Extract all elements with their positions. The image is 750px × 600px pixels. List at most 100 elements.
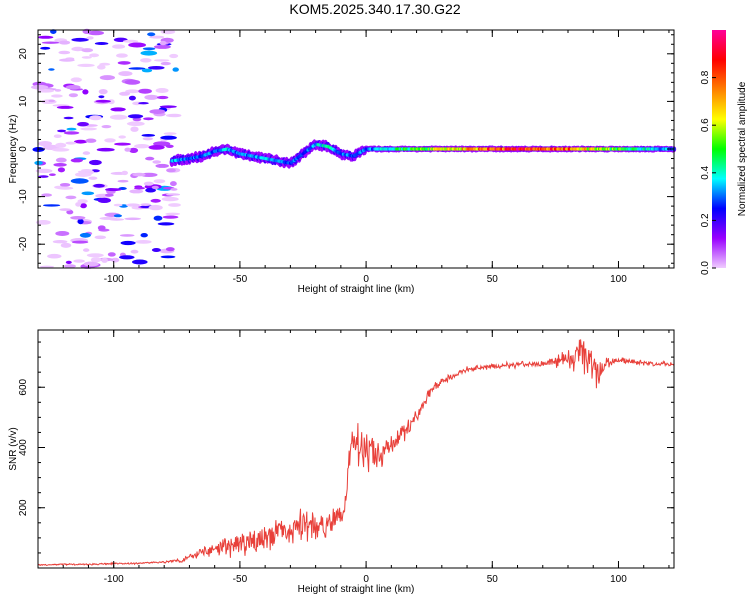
y-tick-label: 0: [18, 146, 29, 152]
colorbar-ticks: 0.0 0.2 0.4 0.6 0.8: [700, 70, 716, 275]
noise-blob: [104, 138, 116, 143]
noise-blob: [57, 167, 65, 173]
noise-blob: [128, 67, 146, 70]
noise-blob: [66, 209, 74, 215]
noise-blob: [138, 88, 152, 94]
snr-panel: -100 -50 0 50 100 200 400 600 Height of straig…: [8, 329, 675, 595]
noise-blob: [140, 203, 151, 207]
noise-blob: [63, 131, 80, 135]
noise-blob: [77, 199, 88, 204]
noise-blob: [108, 99, 115, 105]
noise-blob: [99, 75, 115, 81]
spectrogram-noise-region: [31, 28, 182, 269]
noise-blob: [66, 127, 77, 131]
noise-blob: [155, 163, 169, 168]
noise-blob: [128, 42, 147, 48]
noise-blob: [82, 151, 91, 155]
noise-blob: [153, 44, 171, 49]
noise-blob: [65, 57, 75, 60]
x-tick-label: -100: [104, 274, 124, 285]
spectrogram-x-label: Height of straight line (km): [298, 284, 415, 295]
noise-blob: [135, 240, 152, 244]
x-tick-label: -50: [233, 274, 248, 285]
noise-blob: [81, 56, 92, 59]
noise-blob: [117, 61, 131, 65]
noise-blob: [34, 160, 43, 165]
noise-blob: [97, 197, 112, 203]
noise-blob: [140, 50, 158, 56]
noise-blob: [122, 39, 139, 43]
noise-blob: [71, 46, 85, 52]
noise-blob: [48, 68, 55, 71]
noise-blob: [90, 257, 102, 263]
noise-blob: [148, 66, 165, 70]
noise-blob: [63, 116, 74, 120]
noise-blob: [89, 115, 102, 121]
noise-blob: [157, 95, 169, 100]
noise-blob: [134, 144, 150, 149]
noise-blob: [141, 68, 153, 73]
noise-blob: [142, 47, 156, 51]
noise-blob: [79, 232, 91, 238]
noise-blob: [35, 220, 51, 225]
noise-blob: [65, 85, 81, 90]
spectrogram-signal-ridge: [169, 139, 677, 169]
y-tick-label: -10: [18, 189, 29, 204]
noise-blob: [65, 195, 77, 200]
noise-blob: [97, 64, 106, 70]
noise-blob: [130, 249, 139, 254]
noise-blob: [105, 193, 114, 197]
noise-blob: [143, 181, 154, 186]
noise-blob: [144, 94, 159, 100]
noise-blob: [138, 102, 149, 105]
noise-blob: [80, 203, 87, 209]
noise-blob: [128, 95, 136, 101]
noise-blob: [117, 179, 129, 183]
noise-blob: [116, 53, 128, 58]
noise-blob: [82, 89, 89, 95]
noise-blob: [70, 178, 89, 184]
noise-blob: [47, 253, 62, 259]
noise-blob: [130, 126, 139, 132]
noise-blob: [159, 40, 167, 46]
noise-blob: [119, 234, 135, 237]
noise-blob: [74, 139, 88, 144]
noise-blob: [89, 53, 100, 58]
x-tick-label: 100: [610, 274, 627, 285]
x-tick-label: -100: [104, 574, 124, 585]
noise-blob: [98, 89, 108, 95]
noise-blob: [94, 235, 107, 240]
noise-blob: [132, 259, 148, 265]
noise-blob: [111, 257, 120, 263]
noise-blob: [54, 89, 62, 92]
colorbar-gradient: [712, 30, 726, 268]
noise-blob: [41, 193, 52, 197]
noise-blob: [37, 35, 54, 39]
noise-blob: [141, 134, 156, 137]
noise-blob: [96, 147, 115, 152]
noise-blob: [169, 53, 179, 59]
noise-blob: [149, 109, 166, 114]
noise-blob: [110, 107, 126, 112]
x-tick-label: 50: [487, 274, 499, 285]
noise-blob: [150, 198, 161, 203]
noise-blob: [109, 114, 128, 120]
noise-blob: [81, 48, 94, 53]
noise-blob: [85, 138, 97, 143]
noise-blob: [119, 255, 135, 260]
noise-blob: [124, 79, 141, 85]
noise-blob: [147, 32, 156, 37]
noise-blob: [127, 114, 144, 119]
noise-blob: [93, 183, 105, 188]
noise-blob: [83, 261, 99, 267]
noise-blob: [49, 173, 56, 176]
noise-blob: [37, 89, 55, 93]
noise-blob: [55, 157, 67, 163]
noise-blob: [80, 127, 97, 131]
snr-frame: [37, 329, 675, 569]
noise-blob: [70, 216, 86, 220]
noise-blob: [124, 217, 141, 221]
colorbar-tick-label: 0.4: [700, 165, 711, 179]
noise-blob: [86, 253, 104, 258]
